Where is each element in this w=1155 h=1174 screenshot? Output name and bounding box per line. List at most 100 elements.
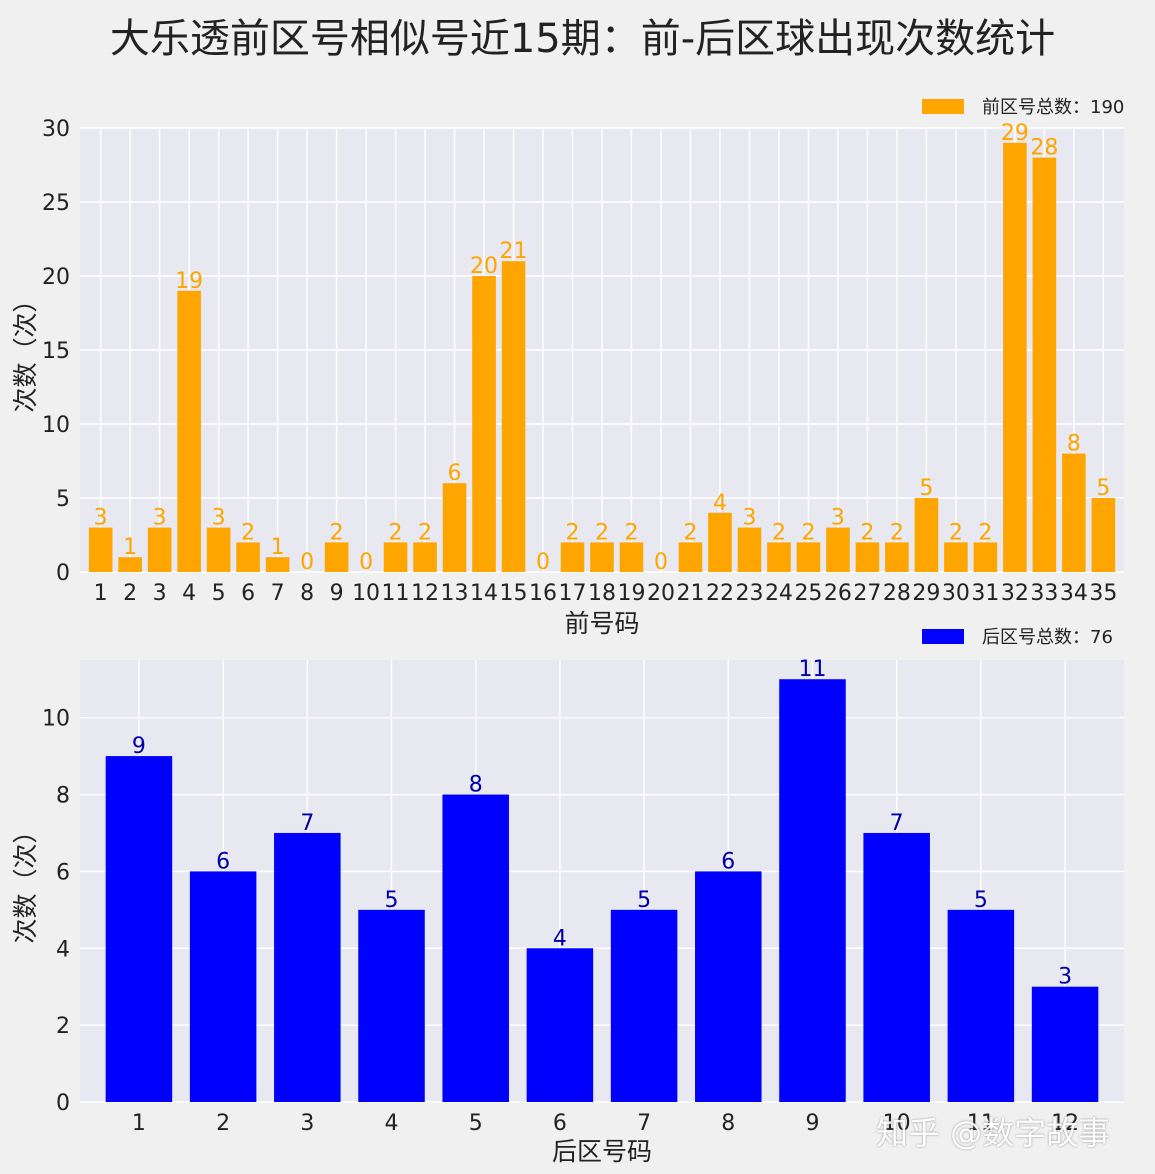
x-tick-label: 11 bbox=[382, 581, 410, 606]
x-tick-label: 26 bbox=[824, 581, 852, 606]
bar bbox=[914, 498, 939, 572]
data-label: 3 bbox=[831, 506, 845, 531]
y-axis-label: 次数（次） bbox=[11, 818, 40, 943]
data-label: 6 bbox=[448, 461, 462, 486]
bar bbox=[947, 909, 1015, 1102]
data-label: 5 bbox=[385, 888, 399, 913]
y-tick-label: 10 bbox=[42, 413, 70, 438]
bar bbox=[863, 832, 930, 1102]
data-label: 2 bbox=[566, 520, 580, 545]
legend-swatch bbox=[922, 99, 964, 114]
y-tick-label: 15 bbox=[42, 339, 70, 364]
x-tick-label: 4 bbox=[182, 581, 196, 606]
data-label: 7 bbox=[890, 811, 904, 836]
data-label: 2 bbox=[330, 520, 344, 545]
data-label: 28 bbox=[1030, 136, 1058, 161]
bar bbox=[177, 290, 201, 572]
x-tick-label: 8 bbox=[300, 581, 314, 606]
bar bbox=[265, 557, 290, 572]
data-label: 2 bbox=[683, 520, 697, 545]
x-tick-label: 11 bbox=[967, 1111, 995, 1136]
legend-label: 前区号总数：190 bbox=[982, 97, 1124, 118]
data-label: 6 bbox=[721, 849, 735, 874]
bar bbox=[1091, 498, 1116, 572]
bar bbox=[767, 542, 791, 572]
x-tick-label: 3 bbox=[300, 1111, 314, 1136]
data-label: 3 bbox=[94, 506, 108, 531]
data-label: 3 bbox=[1058, 965, 1072, 990]
bar bbox=[796, 542, 821, 572]
bar bbox=[206, 527, 231, 572]
x-axis-label: 前号码 bbox=[564, 609, 639, 638]
x-tick-label: 2 bbox=[123, 581, 137, 606]
y-tick-label: 25 bbox=[42, 191, 70, 216]
x-tick-label: 17 bbox=[559, 581, 587, 606]
y-tick-label: 30 bbox=[42, 117, 70, 142]
x-tick-label: 15 bbox=[500, 581, 528, 606]
bar bbox=[737, 527, 762, 572]
x-tick-label: 33 bbox=[1030, 581, 1058, 606]
data-label: 19 bbox=[175, 269, 203, 294]
data-label: 5 bbox=[637, 888, 651, 913]
bar bbox=[560, 542, 585, 572]
bar bbox=[1032, 157, 1057, 572]
bar bbox=[1062, 453, 1086, 572]
x-tick-label: 5 bbox=[469, 1111, 483, 1136]
data-label: 2 bbox=[949, 520, 963, 545]
data-label: 4 bbox=[713, 491, 727, 516]
bar bbox=[826, 527, 850, 572]
bar bbox=[695, 871, 762, 1102]
y-tick-label: 2 bbox=[56, 1014, 70, 1039]
x-tick-label: 35 bbox=[1089, 581, 1117, 606]
x-tick-label: 6 bbox=[241, 581, 255, 606]
data-label: 2 bbox=[860, 520, 874, 545]
bar bbox=[779, 679, 846, 1102]
y-axis-label: 次数（次） bbox=[11, 287, 40, 412]
data-label: 5 bbox=[919, 476, 933, 501]
bar bbox=[678, 542, 703, 572]
y-tick-label: 0 bbox=[56, 1091, 70, 1116]
data-label: 6 bbox=[216, 849, 230, 874]
x-tick-label: 13 bbox=[441, 581, 469, 606]
x-tick-label: 1 bbox=[94, 581, 108, 606]
bar bbox=[885, 542, 909, 572]
x-tick-label: 22 bbox=[706, 581, 734, 606]
x-tick-label: 4 bbox=[385, 1111, 399, 1136]
data-label: 20 bbox=[470, 254, 498, 279]
data-label: 5 bbox=[1096, 476, 1110, 501]
data-label: 4 bbox=[553, 926, 567, 951]
data-label: 3 bbox=[153, 506, 167, 531]
bar bbox=[189, 871, 257, 1102]
y-tick-label: 8 bbox=[56, 784, 70, 809]
bar bbox=[1031, 986, 1099, 1102]
x-tick-label: 8 bbox=[721, 1111, 735, 1136]
data-label: 2 bbox=[801, 520, 815, 545]
bar bbox=[413, 542, 437, 572]
y-tick-label: 10 bbox=[42, 707, 70, 732]
x-tick-label: 10 bbox=[883, 1111, 911, 1136]
x-tick-label: 6 bbox=[553, 1111, 567, 1136]
x-tick-label: 24 bbox=[765, 581, 793, 606]
x-tick-label: 12 bbox=[411, 581, 439, 606]
bar bbox=[118, 557, 142, 572]
x-tick-label: 9 bbox=[805, 1111, 819, 1136]
x-tick-label: 7 bbox=[637, 1111, 651, 1136]
data-label: 29 bbox=[1001, 121, 1029, 146]
x-axis-label: 后区号码 bbox=[552, 1137, 652, 1166]
data-label: 2 bbox=[241, 520, 255, 545]
data-label: 0 bbox=[300, 550, 314, 575]
y-tick-label: 4 bbox=[56, 937, 70, 962]
bar bbox=[442, 794, 509, 1102]
data-label: 8 bbox=[469, 773, 483, 798]
data-label: 7 bbox=[300, 811, 314, 836]
x-tick-label: 29 bbox=[912, 581, 940, 606]
x-tick-label: 14 bbox=[470, 581, 498, 606]
x-tick-label: 23 bbox=[735, 581, 763, 606]
data-label: 1 bbox=[271, 535, 285, 560]
bar bbox=[501, 261, 526, 572]
bar bbox=[526, 948, 594, 1102]
data-label: 2 bbox=[595, 520, 609, 545]
x-tick-label: 30 bbox=[942, 581, 970, 606]
legend-label: 后区号总数：76 bbox=[982, 627, 1113, 648]
bar bbox=[708, 512, 732, 572]
